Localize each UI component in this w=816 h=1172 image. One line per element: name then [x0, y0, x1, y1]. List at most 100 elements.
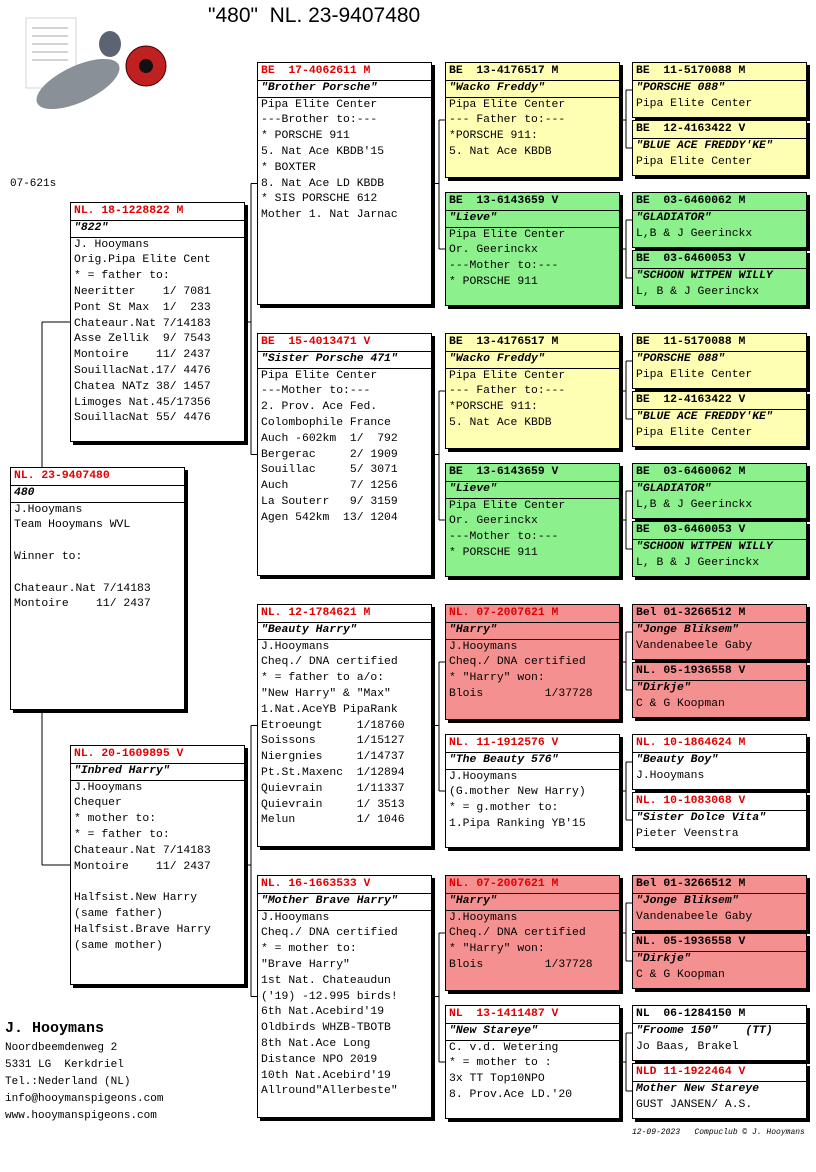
pedigree-box: NL 06-1284150 M "Froome 150" (TT) Jo Baas,… [632, 1005, 807, 1061]
paragraph: J.Hooymans Cheq./ DNA certified * = mother… [258, 911, 431, 1101]
paragraph: L, B & J Geerinckx [633, 285, 806, 301]
bird-name: "The Beauty 576" [446, 753, 619, 770]
ring-number: NL. 16-1663533 V [258, 876, 431, 894]
pedigree-box: BE 11-5170088 M "PORSCHE 088" Pipa Elite C… [632, 333, 807, 389]
ring-number: BE 12-4163422 V [633, 392, 806, 410]
pedigree-box: NL 13-1411487 V "New Stareye" C. v.d. Wete… [445, 1005, 620, 1119]
info-line: ('19) -12.995 birds! [261, 990, 398, 1003]
address-line: 5331 LG Kerkdriel [5, 1059, 124, 1071]
info-line: C & G Koopman [636, 697, 725, 710]
pedigree-box: BE 13-4176517 M "Wacko Freddy" Pipa Elite … [445, 62, 620, 178]
address-line: info@hooymanspigeons.com [5, 1093, 164, 1105]
info-line: Pont St Max 1/ 233 [74, 301, 211, 314]
info-line: Chateaur.Nat 7/14183 [74, 317, 211, 330]
info-line: J.Hooymans [14, 503, 83, 516]
bird-name: "PORSCHE 088" [636, 81, 725, 94]
info-line: 6th Nat.Acebird'19 [261, 1006, 385, 1019]
paragraph: L, B & J Geerinckx [633, 556, 806, 572]
bird-name: "GLADIATOR" [636, 211, 712, 224]
info-line: Limoges Nat.45/17356 [74, 396, 211, 409]
info-line: J.Hooymans [449, 640, 518, 653]
info-line: Halfsist.Brave Harry [74, 923, 211, 936]
address-line: www.hooymanspigeons.com [5, 1110, 157, 1122]
info-line: Montoire 11/ 2437 [74, 349, 211, 362]
info-line: * PORSCHE 911 [449, 275, 538, 288]
bird-name: "PORSCHE 088" [636, 352, 725, 365]
info-line: Chateaur.Nat 7/14183 [14, 582, 151, 595]
paragraph: Pieter Veenstra [633, 827, 806, 843]
bird-name: "822" [71, 221, 244, 238]
info-line: 5. Nat Ace KBDB'15 [261, 145, 385, 158]
info-line: J.Hooymans [449, 911, 518, 924]
paragraph: Pipa Elite Center [633, 97, 806, 113]
info-line: * "Harry" won: [449, 943, 545, 956]
info-line: 2. Prov. Ace Fed. [261, 401, 378, 414]
info-line: Montoire 11/ 2437 [74, 860, 211, 873]
bird-name: "Froome 150" (TT) [636, 1024, 773, 1037]
bird-name: "SCHOON WITPEN WILLY [636, 269, 773, 282]
info-line: Pipa Elite Center [636, 97, 753, 110]
info-line: Allround"Allerbeste" [261, 1085, 398, 1098]
info-line: * mother to: [74, 813, 157, 826]
pedigree-box: Bel 01-3266512 M "Jonge Bliksem" Vandenabe… [632, 604, 807, 660]
ring-number: Bel 01-3266512 M [633, 605, 806, 623]
pedigree-box: Bel 01-3266512 M "Jonge Bliksem" Vandenabe… [632, 875, 807, 931]
pedigree-box: NL. 20-1609895 V "Inbred Harry" J.Hooymans… [70, 745, 245, 985]
bird-name: "Dirkje" [636, 681, 691, 694]
pedigree-box: BE 03-6460053 V "SCHOON WITPEN WILLY L, B … [632, 521, 807, 577]
logo-card-lines [32, 27, 68, 61]
info-line: Pipa Elite Center [636, 155, 753, 168]
info-line: Agen 542km 13/ 1204 [261, 511, 398, 524]
bird-name: "Dirkje" [636, 952, 691, 965]
paragraph: Halfsist.New Harry (same father) Halfsist.… [71, 891, 244, 954]
ring-number: NL. 05-1936558 V [633, 663, 806, 681]
paragraph: Pipa Elite Center --- Father to:--- *PORSC… [446, 369, 619, 432]
ring-number: NL 13-1411487 V [446, 1006, 619, 1024]
info-line: J.Hooymans [636, 769, 705, 782]
info-line: Mother 1. Nat Jarnac [261, 209, 398, 222]
pedigree-box: NLD 11-1922464 V Mother New Stareye GUST J… [632, 1063, 807, 1119]
pedigree-box: NL. 05-1936558 V "Dirkje" C & G Koopman [632, 662, 807, 718]
ring-number: BE 15-4013471 V [258, 334, 431, 352]
info-line: Montoire 11/ 2437 [14, 598, 151, 611]
info-line: ---Mother to:--- [449, 260, 559, 273]
paragraph: Winner to: [11, 550, 184, 566]
info-line: Pipa Elite Center [636, 426, 753, 439]
paragraph: J.Hooymans (G.mother New Harry) * = g.moth… [446, 770, 619, 833]
bird-name: "Harry" [446, 894, 619, 911]
ring-number: NL. 20-1609895 V [71, 746, 244, 764]
info-line: GUST JANSEN/ A.S. [636, 1098, 753, 1111]
info-line: * = mother to: [261, 943, 357, 956]
info-line: Team Hooymans WVL [14, 519, 131, 532]
info-line: (G.mother New Harry) [449, 786, 586, 799]
ring-number: NL. 10-1864624 M [633, 735, 806, 753]
pedigree-box: NL. 18-1228822 M "822" J. Hooymans Orig.Pip… [70, 202, 245, 442]
info-line: Orig.Pipa Elite Cent [74, 254, 211, 267]
info-line: 1st Nat. Chateaudun [261, 974, 391, 987]
info-line: 8th Nat.Ace Long [261, 1037, 371, 1050]
info-line: SouillacNat 55/ 4476 [74, 412, 211, 425]
bird-name: "Wacko Freddy" [446, 352, 619, 369]
pedigree-box: NL. 12-1784621 M "Beauty Harry" J.Hooymans… [257, 604, 432, 847]
address: Noordbeemdenweg 2 5331 LG Kerkdriel Tel.:N… [5, 1040, 163, 1125]
info-line: 5. Nat Ace KBDB [449, 145, 552, 158]
credit: Compuclub © J. Hooymans [694, 1128, 805, 1137]
paragraph: J.Hooymans Team Hooymans WVL [11, 503, 184, 535]
info-line: Vandenabeele Gaby [636, 639, 753, 652]
bird-name: "Beauty Boy" [636, 753, 719, 766]
ring-number: BE 12-4163422 V [633, 121, 806, 139]
info-line: Blois 1/37728 [449, 958, 593, 971]
info-line: 10th Nat.Acebird'19 [261, 1069, 391, 1082]
info-line: 1.Pipa Ranking YB'15 [449, 817, 586, 830]
info-line: 5. Nat Ace KBDB [449, 416, 552, 429]
bird-name: "Sister Porsche 471" [258, 352, 431, 369]
info-line: Vandenabeele Gaby [636, 910, 753, 923]
logo [25, 17, 167, 110]
bird-name: "Lieve" [446, 482, 619, 499]
bird-name: "Mother Brave Harry" [258, 894, 431, 911]
info-line: *PORSCHE 911: [449, 401, 538, 414]
info-line: * SIS PORSCHE 612 [261, 193, 378, 206]
title: "480" NL. 23-9407480 [208, 4, 421, 27]
info-line: J.Hooymans [74, 781, 143, 794]
bird-name: 480 [11, 486, 184, 503]
